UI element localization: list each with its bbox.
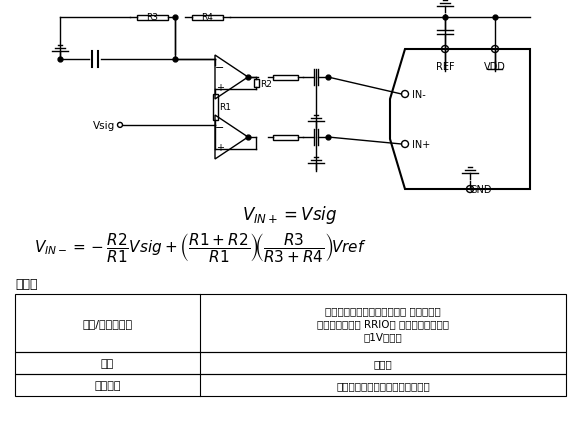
Bar bbox=[253, 79, 259, 88]
Text: +: + bbox=[216, 143, 224, 152]
Text: GND: GND bbox=[470, 184, 493, 194]
Bar bbox=[213, 95, 217, 120]
Text: −: − bbox=[216, 63, 225, 73]
Bar bbox=[15, 294, 566, 352]
Text: R4: R4 bbox=[202, 13, 213, 21]
Text: 受输入和输出裕量要求限制。 单电源供电
时，第一级需要 RRIO。 输入裕量要求通常
为1V左右。: 受输入和输出裕量要求限制。 单电源供电 时，第一级需要 RRIO。 输入裕量要求… bbox=[317, 305, 449, 342]
Text: R1: R1 bbox=[220, 103, 231, 112]
Text: 不适用: 不适用 bbox=[374, 358, 392, 368]
Text: REF: REF bbox=[436, 62, 454, 72]
Text: $\mathit{V}_{IN+}=\mathit{V}sig$: $\mathit{V}_{IN+}=\mathit{V}sig$ bbox=[242, 204, 338, 226]
Text: +: + bbox=[216, 83, 224, 93]
Text: 增益: 增益 bbox=[101, 358, 114, 368]
Text: −: − bbox=[216, 123, 225, 133]
Text: $\mathit{V}_{IN-}=-\dfrac{R2}{R1}\mathit{V}sig+\left(\dfrac{R1+R2}{R1}\right)\!\: $\mathit{V}_{IN-}=-\dfrac{R2}{R1}\mathit… bbox=[34, 231, 366, 264]
Bar bbox=[15, 374, 566, 396]
Text: IN+: IN+ bbox=[412, 140, 431, 150]
Text: R2: R2 bbox=[260, 79, 272, 89]
Text: 利与弊: 利与弊 bbox=[15, 278, 38, 291]
Bar bbox=[192, 16, 223, 20]
Text: R3: R3 bbox=[146, 13, 159, 21]
Text: 高阻抗受放大器的输入漏电流限制: 高阻抗受放大器的输入漏电流限制 bbox=[336, 380, 430, 390]
Text: 裕量/单电源供电: 裕量/单电源供电 bbox=[83, 318, 132, 328]
Bar bbox=[273, 135, 297, 140]
Text: Vsig: Vsig bbox=[93, 121, 115, 131]
Text: VDD: VDD bbox=[484, 62, 506, 72]
Text: IN-: IN- bbox=[412, 90, 426, 100]
Bar bbox=[15, 352, 566, 374]
Bar bbox=[137, 16, 168, 20]
Bar bbox=[273, 76, 297, 80]
Text: 输入阻抗: 输入阻抗 bbox=[94, 380, 121, 390]
